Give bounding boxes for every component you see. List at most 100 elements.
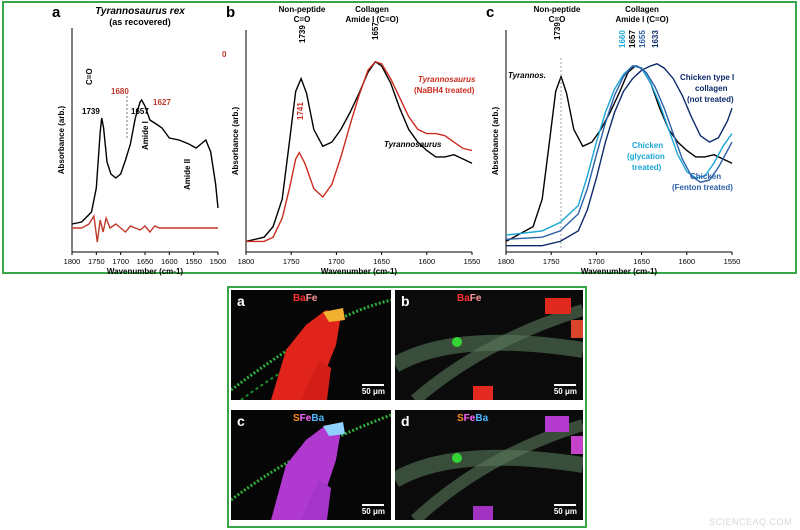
micrograph-c-letter: c (237, 413, 245, 429)
peak-1655-label: 1655 (638, 30, 647, 48)
x-tick-label: 1700 (112, 257, 129, 266)
co-header: C=O (549, 15, 566, 24)
spectra-figure-frame (2, 1, 797, 274)
non-peptide-header: Non-peptide (534, 5, 581, 14)
x-tick-label: 1800 (498, 257, 515, 266)
x-tick-label: 1600 (418, 257, 435, 266)
co-header: C=O (294, 15, 311, 24)
micrograph-a-image (231, 290, 391, 400)
element-ba: Ba (457, 293, 470, 304)
panel-a-letter: a (52, 4, 61, 21)
co-annotation: C=O (85, 68, 94, 85)
element-ba: Ba (293, 293, 306, 304)
amide-header: Amide I (C=O) (345, 15, 398, 24)
micrograph-a-letter: a (237, 293, 245, 309)
legend-chicken-type-i: Chicken type I (680, 73, 734, 82)
peak-1739-label: 1739 (298, 25, 307, 43)
x-tick-label: 1650 (633, 257, 650, 266)
micrograph-d-image (395, 410, 583, 520)
series-line-b-1 (246, 60, 473, 243)
x-tick-label: 1800 (64, 257, 81, 266)
peak-1739-label: 1739 (82, 107, 100, 116)
x-tick-label: 1550 (185, 257, 202, 266)
element-ba: Ba (475, 413, 489, 424)
panel-b-letter: b (226, 4, 235, 21)
micrograph-a-element-label: BaFe (293, 293, 317, 304)
peak-1657-label: 1657 (628, 30, 637, 48)
collagen-header: Collagen (355, 5, 389, 14)
micrograph-a-scalebar: 50 μm (362, 384, 385, 396)
panel-a-ylabel: Absorbance (arb.) (57, 105, 66, 174)
micrograph-b-scalebar: 50 μm (554, 384, 577, 396)
x-tick-label: 1800 (238, 257, 255, 266)
amide-ii-label: Amide II (183, 159, 192, 190)
peak-1660-label: 1660 (618, 30, 627, 48)
micrograph-d: d SFeBa 50 μm (395, 410, 583, 520)
element-fe: Fe (299, 413, 312, 424)
series-line-a-0 (71, 98, 219, 225)
series-line-c-0 (505, 65, 733, 243)
legend-glyc-treated: treated) (632, 163, 662, 172)
panel-c-xlabel: Wavenumber (cm-1) (581, 267, 658, 276)
peak-1680-label: 1680 (111, 87, 129, 96)
panel-c-letter: c (486, 4, 494, 21)
legend-not-treated: (not treated) (687, 95, 734, 104)
ftir-spectra-figure: 1800 1750 1700 1650 1600 1550 1500 a Wavenumber … (52, 4, 741, 276)
micrograph-d-scalebar: 50 μm (554, 504, 577, 516)
series-line-c-1 (506, 63, 733, 247)
micrograph-b: b BaFe 50 μm (395, 290, 583, 400)
amide-header: Amide I (C=O) (615, 15, 668, 24)
element-fe: Fe (305, 293, 318, 304)
peak-1739-label: 1739 (553, 22, 562, 40)
legend-collagen: collagen (695, 84, 728, 93)
micrograph-figure-frame: a BaFe 50 μm b BaFe 50 μm c (227, 286, 587, 528)
x-tick-label: 1700 (328, 257, 345, 266)
peak-1657-label: 1657 (371, 22, 380, 40)
panel-b-ylabel: Absorbance (arb.) (231, 106, 240, 175)
x-tick-label: 1650 (137, 257, 154, 266)
element-ba: Ba (311, 413, 325, 424)
legend-chicken-glyc: Chicken (632, 141, 663, 150)
watermark: SCIENCEAQ.COM (708, 517, 792, 527)
x-tick-label: 1550 (724, 257, 741, 266)
legend-nabh4-note: (NaBH4 treated) (414, 86, 475, 95)
series-line-c-2 (505, 65, 733, 236)
collagen-header: Collagen (625, 5, 659, 14)
micrograph-b-element-label: BaFe (457, 293, 481, 304)
micrograph-c-image (231, 410, 391, 520)
legend-chicken-fenton: Chicken (690, 172, 721, 181)
micrograph-b-image (395, 290, 583, 400)
non-peptide-header: Non-peptide (279, 5, 326, 14)
micrograph-c-element-label: SFeBa (293, 413, 324, 424)
x-tick-label: 1600 (678, 257, 695, 266)
x-tick-label: 1550 (464, 257, 481, 266)
series-line-a-1 (72, 213, 218, 243)
peak-1741-label: 1741 (296, 102, 305, 120)
panel-b-xlabel: Wavenumber (cm-1) (321, 267, 398, 276)
x-tick-label: 1700 (588, 257, 605, 266)
element-s: S (293, 413, 300, 424)
panel-a-title: Tyrannosaurus rex (95, 6, 185, 17)
element-s: S (457, 413, 464, 424)
x-tick-label: 1750 (543, 257, 560, 266)
legend-tyrannosaurus: Tyrannosaurus (384, 140, 442, 149)
x-tick-label: 1600 (161, 257, 178, 266)
element-fe: Fe (463, 413, 476, 424)
panel-c-ylabel: Absorbance (arb.) (491, 106, 500, 175)
micrograph-d-element-label: SFeBa (457, 413, 488, 424)
element-fe: Fe (469, 293, 482, 304)
x-tick-label: 1500 (210, 257, 227, 266)
amide-i-label: Amide I (141, 121, 150, 150)
x-tick-label: 1750 (283, 257, 300, 266)
legend-tyrannos: Tyrannos. (508, 71, 546, 80)
peak-1657-label: 1657 (131, 107, 149, 116)
peak-1633-label: 1633 (651, 30, 660, 48)
series-line-b-0 (245, 60, 473, 243)
zero-line-label: 0 (222, 50, 227, 59)
legend-glycation: (glycation (627, 152, 665, 161)
peak-1627-label: 1627 (153, 98, 171, 107)
panel-a-subtitle: (as recovered) (109, 17, 171, 27)
legend-nabh4-name: Tyrannosaurus (418, 75, 476, 84)
micrograph-c-scalebar: 50 μm (362, 504, 385, 516)
micrograph-c: c SFeBa 50 μm (231, 410, 391, 520)
